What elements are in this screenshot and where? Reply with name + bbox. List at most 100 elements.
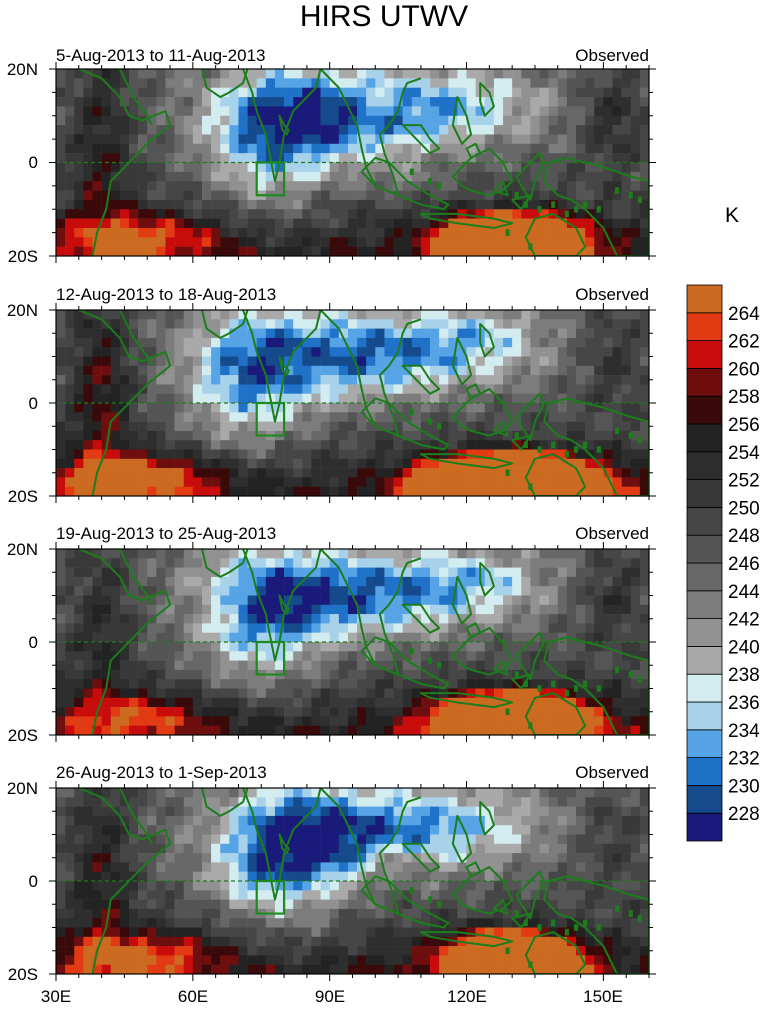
field-cell — [639, 356, 649, 367]
field-cell — [530, 697, 540, 708]
field-cell — [83, 707, 93, 717]
field-cell — [56, 449, 66, 460]
field-cell — [156, 825, 166, 835]
field-cell — [539, 567, 549, 578]
field-cell — [65, 707, 75, 717]
field-cell — [311, 97, 321, 107]
field-cell — [512, 623, 522, 633]
field-cell — [174, 815, 184, 826]
field-cell — [576, 632, 586, 643]
field-cell — [503, 871, 513, 882]
field-cell — [56, 679, 66, 689]
field-cell — [530, 725, 540, 735]
field-cell — [211, 788, 221, 798]
field-cell — [74, 486, 84, 496]
field-cell — [466, 725, 476, 735]
field-cell — [65, 347, 75, 357]
field-cell — [430, 853, 440, 863]
field-cell — [430, 440, 440, 450]
field-cell — [366, 632, 376, 643]
field-cell — [493, 815, 504, 826]
field-cell — [329, 190, 340, 201]
field-cell — [247, 834, 257, 845]
field-cell — [329, 642, 340, 652]
field-cell — [192, 87, 203, 98]
field-cell — [475, 614, 486, 624]
field-cell — [393, 421, 403, 432]
field-cell — [229, 227, 239, 238]
field-cell — [612, 328, 622, 339]
field-cell — [594, 365, 604, 376]
field-cell — [357, 595, 367, 606]
field-cell — [576, 604, 586, 615]
field-cell — [83, 199, 93, 210]
field-cell — [411, 458, 422, 469]
field-cell — [375, 549, 385, 559]
field-cell — [311, 576, 321, 587]
field-cell — [630, 595, 641, 606]
field-cell — [375, 134, 385, 145]
field-cell — [302, 87, 312, 98]
field-cell — [201, 430, 212, 441]
field-cell — [375, 115, 385, 126]
field-cell — [585, 806, 595, 817]
field-cell — [521, 688, 531, 699]
field-cell — [530, 365, 540, 376]
field-cell — [585, 567, 595, 578]
field-cell — [466, 384, 476, 394]
field-cell — [430, 595, 440, 606]
field-cell — [138, 604, 148, 615]
field-cell — [466, 669, 476, 680]
field-cell — [566, 319, 577, 329]
field-cell — [393, 679, 403, 689]
field-cell — [630, 106, 641, 117]
field-cell — [512, 725, 522, 735]
field-cell — [101, 97, 112, 107]
field-cell — [366, 319, 376, 329]
field-cell — [521, 106, 531, 117]
field-cell — [220, 862, 230, 872]
field-cell — [430, 642, 440, 652]
field-cell — [594, 632, 604, 643]
field-cell — [512, 246, 522, 256]
field-cell — [585, 412, 595, 422]
field-cell — [393, 237, 403, 247]
field-cell — [192, 815, 203, 826]
field-cell — [384, 227, 394, 238]
field-cell — [612, 458, 622, 469]
field-cell — [183, 549, 194, 559]
field-cell — [512, 153, 522, 163]
field-cell — [503, 797, 513, 807]
field-cell — [74, 430, 84, 441]
field-cell — [229, 319, 239, 329]
field-cell — [411, 449, 422, 460]
field-cell — [119, 125, 130, 135]
field-cell — [603, 190, 613, 201]
field-cell — [92, 871, 102, 882]
field-cell — [338, 669, 349, 680]
field-cell — [621, 328, 632, 339]
field-cell — [329, 375, 340, 385]
field-cell — [65, 595, 75, 606]
field-cell — [621, 458, 632, 469]
field-cell — [503, 604, 513, 615]
field-cell — [530, 171, 540, 182]
field-cell — [393, 834, 403, 845]
field-cell — [74, 458, 84, 469]
field-cell — [83, 716, 93, 726]
field-cell — [448, 716, 458, 726]
field-cell — [138, 707, 148, 717]
field-cell — [284, 788, 294, 798]
field-cell — [138, 337, 148, 348]
field-cell — [448, 679, 458, 689]
field-cell — [621, 558, 632, 568]
field-cell — [566, 707, 577, 717]
field-cell — [585, 632, 595, 643]
field-cell — [475, 834, 486, 845]
field-cell — [183, 825, 194, 835]
field-cell — [229, 78, 239, 88]
field-cell — [521, 227, 531, 238]
field-cell — [493, 486, 504, 496]
field-cell — [493, 134, 504, 145]
field-cell — [621, 825, 632, 835]
